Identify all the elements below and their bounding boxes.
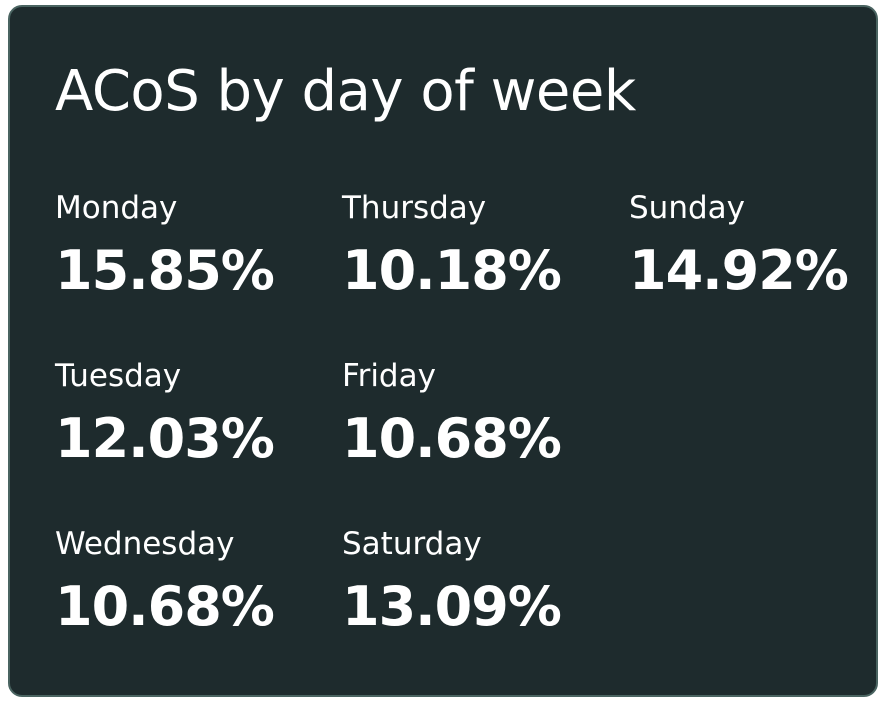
stat-value: 14.92% [629,239,849,302]
stat-value: 10.68% [342,407,562,470]
stat-value: 10.18% [342,239,562,302]
stat-label: Wednesday [55,526,235,562]
stat-label: Monday [55,190,178,226]
stat-item: Sunday 14.92% [629,187,869,355]
stat-item: Wednesday 10.68% [55,523,342,691]
stat-label: Saturday [342,526,482,562]
stat-item: Monday 15.85% [55,187,342,355]
stat-value: 15.85% [55,239,275,302]
stat-value: 10.68% [55,575,275,638]
stat-item: Saturday 13.09% [342,523,629,691]
card-title: ACoS by day of week [55,59,636,124]
stat-grid: Monday 15.85% Tuesday 12.03% Wednesday 10.68%… [55,187,869,691]
stat-label: Sunday [629,190,745,226]
card: ACoS by day of week Monday 15.85% Tuesday 1… [8,5,878,697]
stat-label: Friday [342,358,436,394]
stat-value: 12.03% [55,407,275,470]
stat-item: Thursday 10.18% [342,187,629,355]
stat-item: Tuesday 12.03% [55,355,342,523]
stat-label: Thursday [342,190,487,226]
stat-item: Friday 10.68% [342,355,629,523]
stat-value: 13.09% [342,575,562,638]
stat-label: Tuesday [55,358,182,394]
